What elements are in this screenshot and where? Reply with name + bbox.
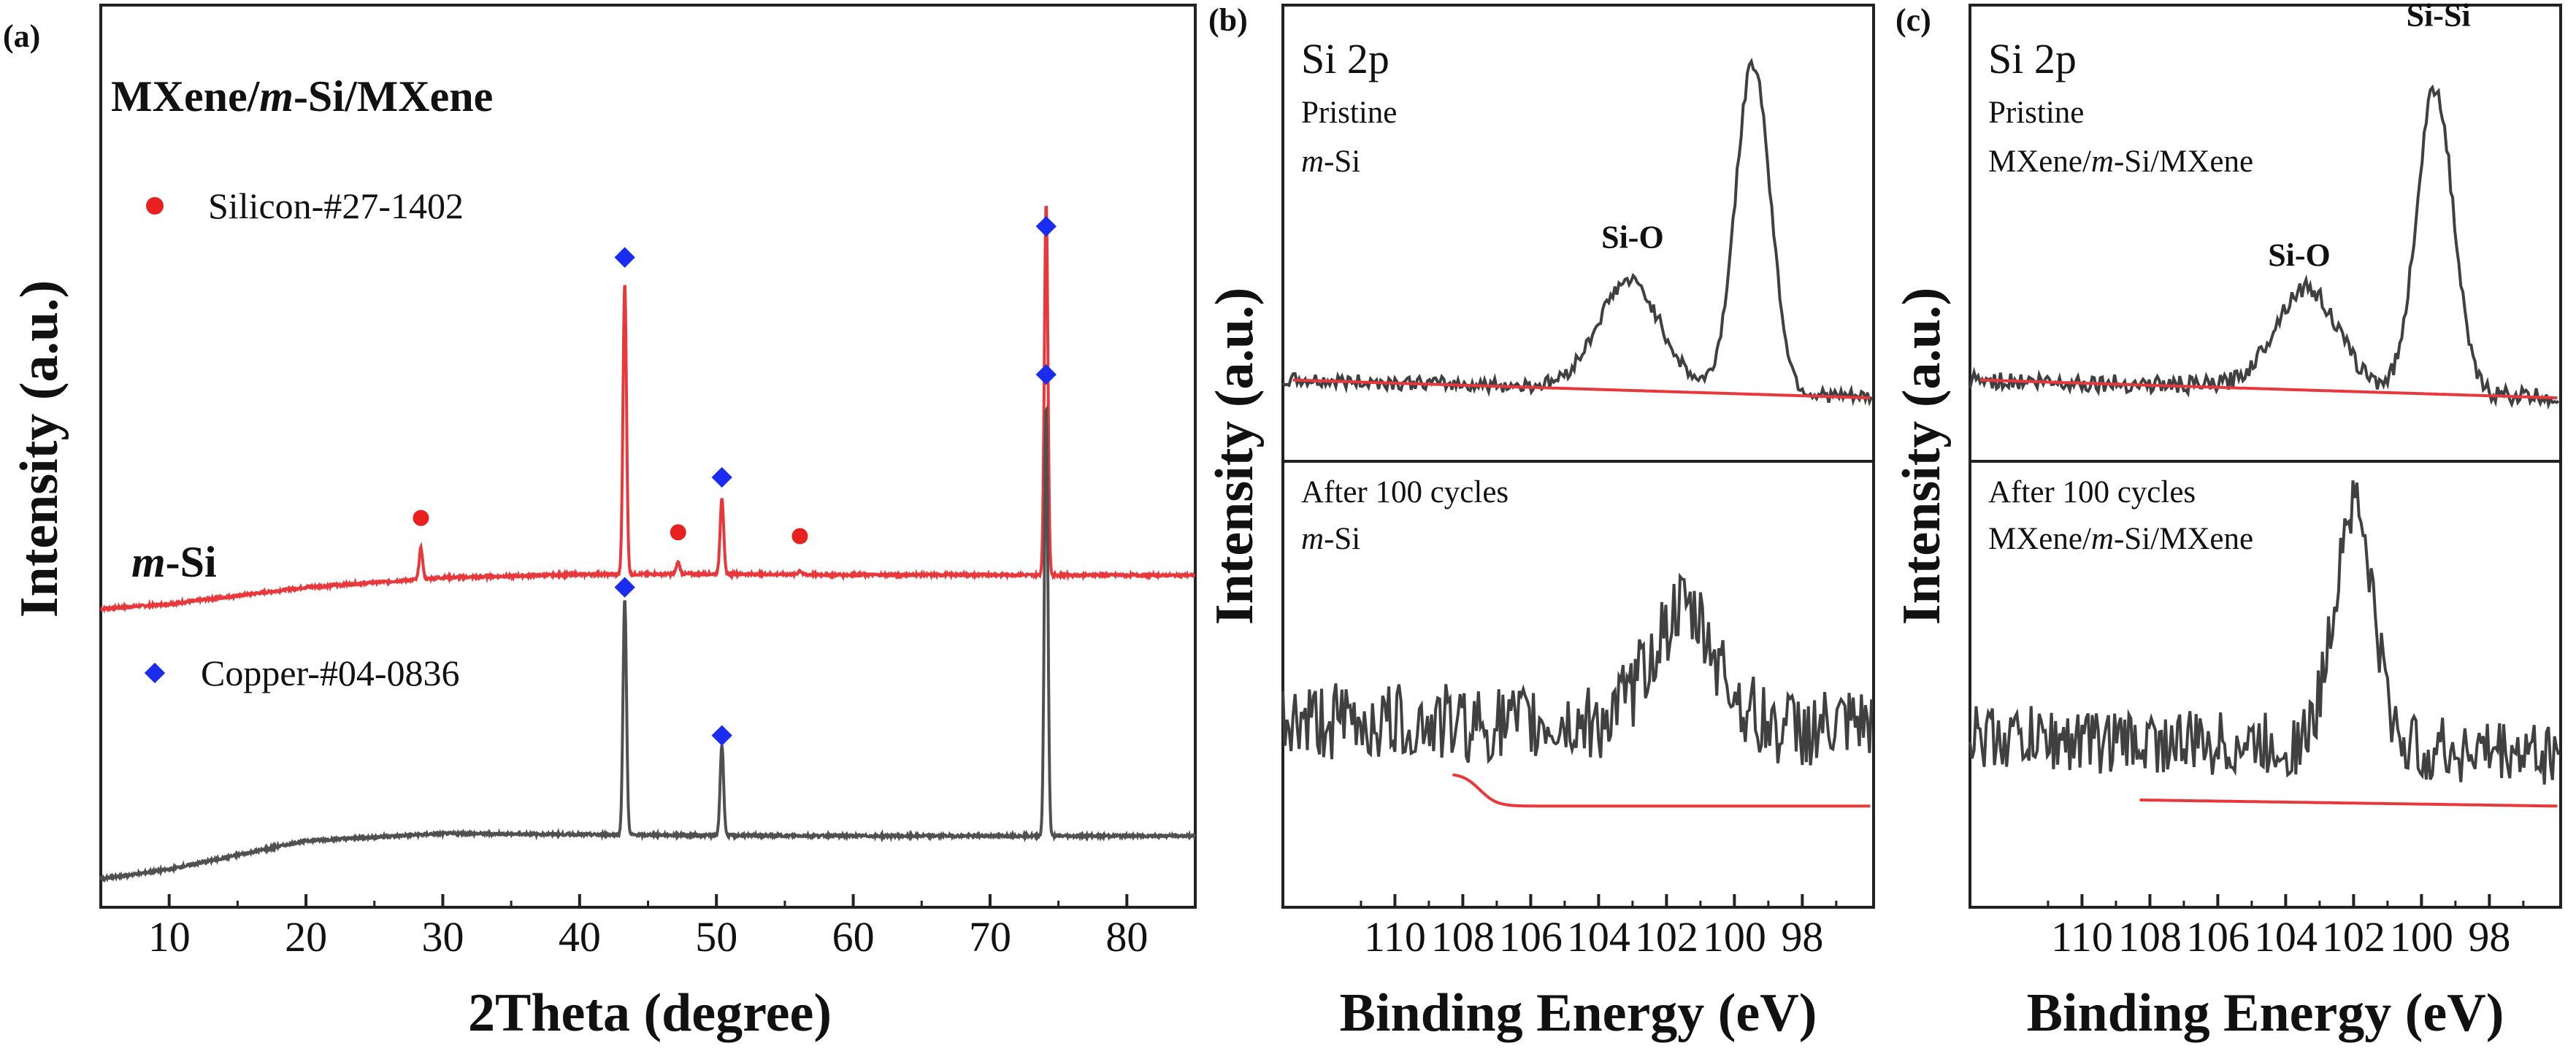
y-axis-title-c: Intensity (a.u.)	[1892, 288, 1952, 626]
condition-label: Pristine	[1988, 96, 2084, 130]
panel-label-c: (c)	[1895, 2, 1931, 38]
panel-b: 110 108 106 104 102 100 98 Si 2p Pristine m-Si Si-…	[1205, 0, 1875, 1043]
background-line-cycled	[2139, 799, 2558, 808]
x-tick-label: 60	[832, 913, 875, 961]
peak-label: Si-O	[2268, 237, 2331, 273]
panel-c: 110 108 106 104 102 100 98 Si 2p Pristine MXene/m…	[1892, 0, 2562, 1043]
x-tick-label: 100	[2390, 913, 2453, 961]
background-line-pristine	[1292, 378, 1871, 400]
background-line-cycled	[1452, 773, 1871, 808]
background-line-pristine	[1979, 378, 2558, 400]
panel-label-a: (a)	[3, 18, 40, 54]
x-tick-label: 104	[2254, 913, 2318, 961]
silicon-peak-marker	[791, 528, 808, 545]
condition-label: Pristine	[1301, 96, 1397, 130]
x-tick-label: 20	[285, 913, 327, 961]
x-tick-label: 102	[1635, 913, 1698, 961]
copper-peak-marker	[614, 247, 635, 268]
sample-label: m-Si	[1301, 522, 1360, 556]
series-label-msi: m-Si	[131, 538, 217, 586]
x-tick-label: 70	[969, 913, 1011, 961]
legend-label-copper: Copper-#04-0836	[201, 653, 460, 693]
sample-label: MXene/m-Si/MXene	[1988, 145, 2253, 179]
plot-frame-a	[99, 4, 1197, 909]
silicon-peak-marker	[670, 524, 686, 541]
x-tick-label: 104	[1567, 913, 1630, 961]
peak-label: Si-Si	[2407, 0, 2471, 34]
y-axis-title-a: Intensity (a.u.)	[9, 280, 69, 618]
copper-peak-marker	[711, 725, 732, 746]
x-axis-title-b: Binding Energy (eV)	[1340, 983, 1817, 1043]
x-tick-label: 80	[1105, 913, 1148, 961]
series-line-msi	[99, 404, 1197, 883]
x-tick-label: 40	[559, 913, 601, 961]
condition-label: After 100 cycles	[1988, 475, 2196, 509]
x-tick-label: 110	[1364, 913, 1426, 961]
spectrum-line-pristine	[1969, 84, 2560, 410]
x-tick-label: 30	[421, 913, 464, 961]
legend-diamond-marker	[144, 662, 166, 684]
legend-label-silicon: Silicon-#27-1402	[208, 185, 464, 226]
x-axis-title-c: Binding Energy (eV)	[2027, 983, 2504, 1043]
x-tick-label: 98	[1781, 913, 1823, 961]
x-tick-label: 100	[1703, 913, 1766, 961]
copper-peak-marker	[711, 466, 732, 488]
peak-label: Si-O	[1601, 219, 1664, 255]
plot-frame-b	[1281, 4, 1875, 909]
series-label-mxene: MXene/m-Si/MXene	[111, 72, 493, 120]
legend-circle-marker	[146, 197, 164, 215]
x-tick-label: 102	[2322, 913, 2385, 961]
peak-label: Si-Si	[1726, 0, 1790, 1]
x-tick-label: 106	[1499, 913, 1563, 961]
series-line-mxene	[99, 205, 1196, 614]
subplot-title: Si 2p	[1988, 35, 2077, 82]
plot-frame-c	[1969, 4, 2562, 909]
x-axis-title-a: 2Theta (degree)	[468, 983, 832, 1043]
condition-label: After 100 cycles	[1301, 475, 1509, 509]
silicon-peak-marker	[413, 509, 429, 526]
copper-peak-marker	[1035, 215, 1057, 237]
panel-a: 10 20 30 40 50 60 70 80 MXene/m-Si/MXene m-Si Sili…	[3, 4, 1197, 1043]
y-axis-title-b: Intensity (a.u.)	[1205, 288, 1265, 626]
spectrum-line-cycled	[1281, 572, 1874, 766]
sample-label: m-Si	[1301, 145, 1360, 179]
sample-label: MXene/m-Si/MXene	[1988, 522, 2253, 556]
copper-peak-marker	[1035, 364, 1057, 385]
spectrum-line-pristine	[1281, 57, 1874, 407]
x-tick-label: 108	[1431, 913, 1495, 961]
x-tick-label: 108	[2118, 913, 2182, 961]
x-tick-label: 50	[695, 913, 737, 961]
copper-peak-marker	[614, 577, 635, 598]
panel-label-b: (b)	[1208, 2, 1248, 38]
x-tick-label: 106	[2186, 913, 2250, 961]
x-tick-label: 110	[2051, 913, 2113, 961]
x-tick-label: 10	[148, 913, 191, 961]
x-tick-label: 98	[2468, 913, 2510, 961]
spectrum-line-cycled	[1969, 480, 2561, 785]
subplot-title: Si 2p	[1301, 35, 1389, 82]
